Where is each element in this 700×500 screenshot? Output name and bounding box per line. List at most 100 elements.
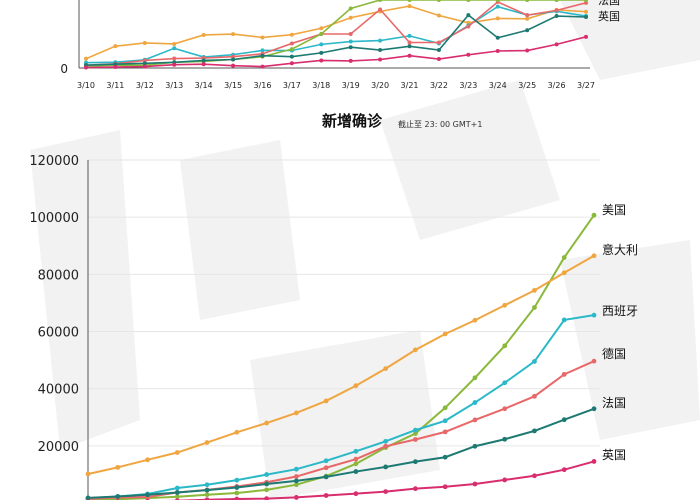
top-point-5-4 <box>201 62 206 67</box>
main-legend-1: 意大利 <box>602 242 638 257</box>
main-point-4-8 <box>323 474 329 480</box>
main-point-1-12 <box>442 331 448 337</box>
top-point-1-10 <box>378 38 383 43</box>
main-point-3-16 <box>561 371 567 377</box>
top-point-1-6 <box>260 48 265 53</box>
chart-title: 新增确诊 <box>322 112 383 130</box>
top-point-5-9 <box>348 58 353 63</box>
main-point-4-17 <box>591 406 597 412</box>
main-point-5-11 <box>413 486 418 492</box>
top-line-1 <box>85 5 587 64</box>
top-point-2-5 <box>231 54 236 59</box>
top-point-4-15 <box>525 28 530 33</box>
main-point-3-15 <box>532 393 537 399</box>
top-point-5-3 <box>172 62 177 67</box>
top-point-0-11 <box>407 4 412 9</box>
top-point-0-1 <box>113 44 118 49</box>
main-point-2-10 <box>383 438 389 444</box>
top-point-2-3 <box>172 56 177 61</box>
main-point-0-13 <box>472 375 478 381</box>
main-point-0-5 <box>234 490 240 496</box>
main-y-tick-0: 20000 <box>38 440 79 455</box>
main-point-3-13 <box>472 417 478 423</box>
main-point-4-15 <box>532 428 537 434</box>
main-point-2-7 <box>293 466 299 472</box>
top-point-3-14 <box>495 0 500 2</box>
main-line-5 <box>163 460 595 500</box>
top-point-2-13 <box>466 24 471 29</box>
main-y-tick-1: 40000 <box>38 383 79 398</box>
main-point-5-8 <box>323 493 329 498</box>
top-point-2-12 <box>436 40 441 45</box>
main-point-4-16 <box>561 417 567 423</box>
top-point-2-15 <box>525 13 530 18</box>
top-x-tick-15: 3/25 <box>518 81 536 90</box>
main-point-0-9 <box>353 461 359 467</box>
main-y-tick-4: 100000 <box>29 211 79 226</box>
top-point-3-10 <box>378 0 383 2</box>
main-point-5-15 <box>532 473 537 479</box>
main-point-3-7 <box>293 474 299 479</box>
top-point-5-16 <box>554 42 559 47</box>
main-y-tick-labels: 20000 40000 60000 80000 100000 120000 <box>29 154 79 455</box>
main-point-3-12 <box>442 429 448 435</box>
top-line-2 <box>85 0 587 66</box>
top-point-5-7 <box>289 61 294 66</box>
top-point-5-15 <box>525 48 530 53</box>
main-point-2-16 <box>561 317 567 323</box>
top-series-lines <box>84 0 588 70</box>
main-point-4-7 <box>293 478 299 484</box>
top-point-4-2 <box>142 61 147 66</box>
top-point-4-6 <box>260 53 265 58</box>
top-point-4-16 <box>554 14 559 19</box>
main-line-2 <box>87 314 595 500</box>
main-point-0-7 <box>293 482 299 488</box>
main-point-0-14 <box>502 343 508 349</box>
top-x-tick-13: 3/23 <box>459 81 477 90</box>
top-x-tick-5: 3/15 <box>224 81 242 90</box>
main-point-2-17 <box>591 312 597 318</box>
main-point-0-6 <box>264 487 269 493</box>
top-point-5-0 <box>84 65 88 70</box>
top-x-tick-labels: 3/10 3/11 3/12 3/13 3/14 3/15 3/16 3/17 3/18 3/19… <box>77 81 595 90</box>
main-point-4-3 <box>174 490 180 495</box>
main-point-5-6 <box>264 496 269 500</box>
main-point-3-14 <box>502 406 508 412</box>
main-point-1-6 <box>264 420 269 426</box>
top-point-3-15 <box>525 0 530 2</box>
top-point-4-11 <box>407 44 412 49</box>
top-legend-uk: 英国 <box>598 9 620 23</box>
top-point-3-9 <box>348 6 353 11</box>
top-point-0-17 <box>584 9 588 14</box>
top-point-5-8 <box>319 58 324 63</box>
top-legend-france: 法国 <box>598 0 620 7</box>
top-point-5-10 <box>378 57 383 62</box>
main-y-tick-5: 120000 <box>29 154 79 169</box>
top-point-1-8 <box>319 42 324 47</box>
main-point-4-0 <box>85 495 91 500</box>
main-point-2-9 <box>353 448 359 454</box>
main-point-4-12 <box>442 454 448 460</box>
main-point-1-9 <box>353 383 359 389</box>
top-point-2-11 <box>407 40 412 45</box>
main-point-1-14 <box>502 302 508 308</box>
main-point-2-13 <box>472 400 478 405</box>
top-point-0-9 <box>348 15 353 20</box>
top-point-0-15 <box>525 16 530 21</box>
top-point-2-9 <box>348 32 353 36</box>
main-point-0-11 <box>413 431 418 436</box>
top-point-0-12 <box>436 13 441 18</box>
top-point-3-13 <box>466 0 471 2</box>
main-point-3-10 <box>383 443 389 449</box>
top-x-tick-1: 3/11 <box>106 81 124 90</box>
main-point-1-0 <box>85 471 91 477</box>
main-point-3-17 <box>591 358 597 364</box>
main-point-4-6 <box>264 481 269 487</box>
main-point-4-5 <box>234 485 240 490</box>
top-point-2-7 <box>289 41 294 46</box>
main-point-0-12 <box>442 405 448 411</box>
main-legend-2: 西班牙 <box>602 304 638 318</box>
top-x-tick-11: 3/21 <box>401 81 419 90</box>
main-point-4-13 <box>472 443 478 449</box>
main-point-3-11 <box>413 437 418 442</box>
